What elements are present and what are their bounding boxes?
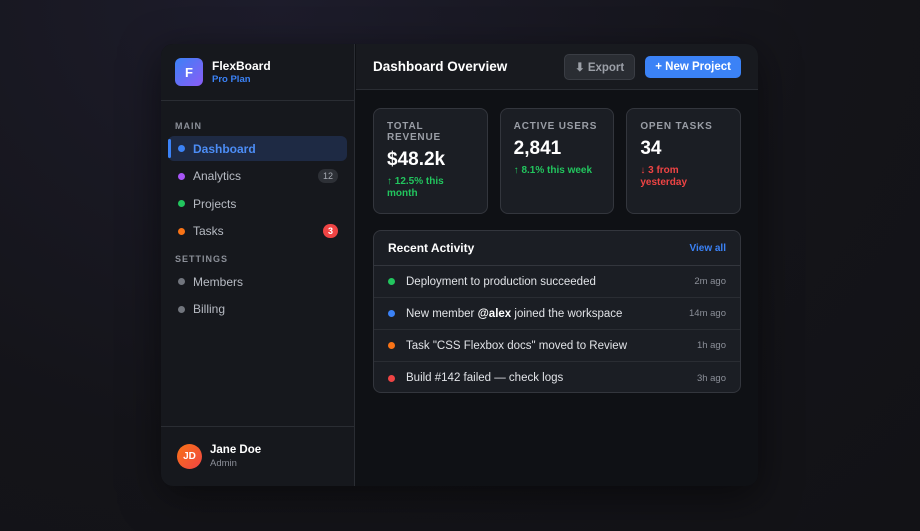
activity-text: New member [406,307,478,320]
activity-time: 2m ago [694,276,726,287]
nav-badge: 3 [322,224,338,238]
nav-item[interactable]: Tasks 3 [168,219,347,244]
header: Dashboard Overview ⬇ Export + New Projec… [356,44,758,90]
sidebar: F FlexBoard Pro Plan MAIN Dashboard Anal… [161,44,355,486]
activity-row: New member @alex joined the workspace 14m… [374,298,740,330]
nav-item[interactable]: Members [168,269,347,294]
nav-label: Tasks [193,224,224,238]
stats: TOTAL REVENUE $48.2k ↑ 12.5% this month … [373,108,742,214]
activity-title: Recent Activity [388,241,475,255]
logo: F [175,58,203,86]
activity-text: Deployment to production succeeded [406,275,596,288]
activity-header: Recent Activity View all [374,231,740,266]
stat-change: ↑ 12.5% this month [387,176,444,199]
nav-dot [178,305,185,313]
nav-dot [178,172,185,180]
stat-label: TOTAL REVENUE [387,121,441,143]
stat-change: ↑ 8.1% this week [513,165,593,176]
brand: F FlexBoard Pro Plan [161,44,354,101]
export-button[interactable]: ⬇ Export [563,53,636,80]
nav-badge: 12 [317,169,338,183]
nav-item[interactable]: Projects [168,191,347,216]
nav-dot [178,278,185,285]
user-name: Jane Doe [210,444,262,456]
user-role: Admin [210,458,237,469]
brand-text: FlexBoard Pro Plan [212,59,271,85]
status-dot [388,374,395,382]
new-project-button[interactable]: + New Project [645,55,741,78]
avatar: JD [177,444,202,469]
page-title: Dashboard Overview [373,59,508,74]
activity-text: joined the workspace [511,307,623,320]
user[interactable]: JD Jane Doe Admin [161,426,354,486]
nav-label: Analytics [193,169,242,183]
activity-row: Build #142 failed — check logs 3h ago [374,362,740,392]
nav-label: Members [193,274,244,289]
nav-section-title: SETTINGS [175,254,229,264]
mention: @alex [477,307,512,320]
activity-text: Task "CSS Flexbox docs" moved to Review [406,339,627,352]
stat-value: 34 [640,138,662,159]
nav-dot [178,200,185,207]
nav-dot [178,227,185,235]
activity-time: 14m ago [689,308,726,319]
activity-row: Task "CSS Flexbox docs" moved to Review 1… [374,330,740,362]
nav-label: Billing [193,302,226,316]
status-dot [388,310,395,317]
user-text: Jane Doe Admin [210,444,261,469]
activity-time: 3h ago [696,372,726,384]
stat-label: OPEN TASKS [640,121,713,132]
nav-item[interactable]: Billing [168,297,347,322]
brand-name: FlexBoard [212,59,271,73]
stat-value: 2,841 [513,138,562,159]
app: F FlexBoard Pro Plan MAIN Dashboard Anal… [161,44,758,486]
nav-item[interactable]: Dashboard [168,136,347,161]
activity-card: Recent Activity View all Deployment to p… [373,230,741,393]
nav-label: Projects [193,196,237,211]
stat-card: TOTAL REVENUE $48.2k ↑ 12.5% this month [373,108,488,214]
activity-time: 1h ago [696,340,726,351]
nav-section-title: MAIN [175,121,202,131]
nav-dot [178,145,185,152]
stat-change: ↓ 3 from yesterday [640,165,688,188]
status-dot [388,342,395,349]
stat-value: $48.2k [387,149,446,170]
main: Dashboard Overview ⬇ Export + New Projec… [356,44,758,486]
status-dot [388,278,395,285]
activity-row: Deployment to production succeeded 2m ago [374,266,740,298]
stat-card: OPEN TASKS 34 ↓ 3 from yesterday [626,108,742,214]
brand-plan: Pro Plan [212,74,251,85]
nav-label: Dashboard [193,141,256,156]
view-all-link[interactable]: View all [689,242,726,254]
stat-card: ACTIVE USERS 2,841 ↑ 8.1% this week [499,108,615,214]
activity-text: Build #142 failed — check logs [406,372,564,384]
stat-label: ACTIVE USERS [513,121,598,132]
nav-item[interactable]: Analytics 12 [168,164,347,189]
